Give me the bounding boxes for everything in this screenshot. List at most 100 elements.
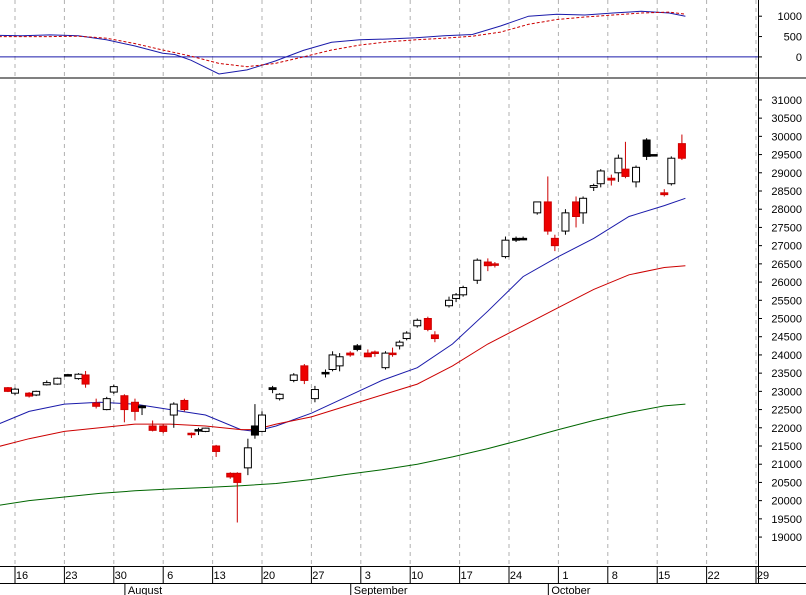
candle-body [543,201,552,232]
candle-body [512,237,521,241]
price-tick-label: 31000 [771,95,802,107]
candle [321,369,330,378]
candle-body [490,263,499,266]
candle-body [519,237,528,241]
candle [233,472,242,523]
candle [607,174,616,186]
candle-body [589,185,598,188]
x-tick-label: 24 [510,570,522,582]
candle-body [572,201,581,218]
x-tick-label: 27 [312,570,324,582]
candle [148,420,157,432]
candle-body [483,261,492,267]
candle [74,373,83,380]
candle-body [159,425,168,432]
candle-body [258,414,266,432]
candle [258,411,266,433]
candle-body [268,387,277,391]
candle-body [370,351,379,355]
price-tick-label: 26500 [771,259,802,271]
x-tick-label: 17 [460,570,472,582]
candle [501,236,510,259]
price-tick-label: 26000 [771,277,802,289]
candle-body [561,212,570,232]
candle [632,165,641,188]
candle [275,393,284,401]
candle-body [310,389,319,400]
candle-body [649,154,658,157]
candle [92,398,101,409]
candle-body [81,374,90,385]
price-tick-label: 27500 [771,222,802,234]
x-tick-label: 13 [213,570,225,582]
candle-body [42,382,51,386]
x-tick-label: 3 [365,570,371,582]
candle [642,138,651,161]
candle [268,385,277,394]
candle-body [473,259,482,281]
candle [561,209,570,235]
x-tick-label: 16 [16,570,28,582]
candle-body [53,377,62,385]
candlestick-series [3,134,686,523]
candle-body [677,143,686,159]
candle [519,236,528,241]
candle [543,176,552,235]
candle [53,377,62,385]
candle-body [169,403,178,416]
candle [614,154,623,182]
candle [667,156,676,186]
candle [596,169,605,188]
x-tick-label: 10 [411,570,423,582]
candle [395,340,404,350]
candle [159,424,168,434]
candle-body [328,354,337,370]
x-tick-label: 8 [612,570,618,582]
candle-body [642,139,651,157]
candle [660,189,669,197]
candle [42,380,51,386]
candle-body [660,192,669,196]
grid-lines [14,0,757,566]
candle-body [74,373,83,380]
x-tick-label: 30 [115,570,127,582]
candle [346,351,355,357]
candle-body [335,356,344,367]
candle-body [459,287,468,296]
x-tick-label: 23 [65,570,77,582]
candle-body [243,447,252,469]
candle [138,405,147,416]
candle [430,331,439,343]
candle [533,201,542,215]
candle [310,385,319,403]
price-tick-label: 23000 [771,386,802,398]
candle-body [614,157,623,174]
candle [11,387,19,395]
oscillator-line-1 [0,10,686,75]
candle [109,384,118,394]
candle [335,353,344,372]
candle-body [212,445,221,452]
candle-body [363,352,372,358]
candle [212,444,221,457]
candle-body [32,390,41,396]
candle [81,370,90,388]
x-month-label: October [551,585,590,595]
candle-body [533,201,542,214]
candle-body [130,401,139,412]
candle-body [180,399,189,411]
candle [423,316,432,332]
price-tick-label: 20000 [771,496,802,508]
x-tick-label: 29 [757,570,769,582]
candle-body [445,299,454,307]
candle-body [63,374,72,377]
candle-body [413,319,422,327]
candle [180,398,189,412]
candle-body [353,345,362,350]
moving-average-line-2 [0,265,686,447]
candle [3,386,12,393]
candle-body [92,402,101,407]
candle [300,364,309,385]
price-tick-label: 22000 [771,423,802,435]
